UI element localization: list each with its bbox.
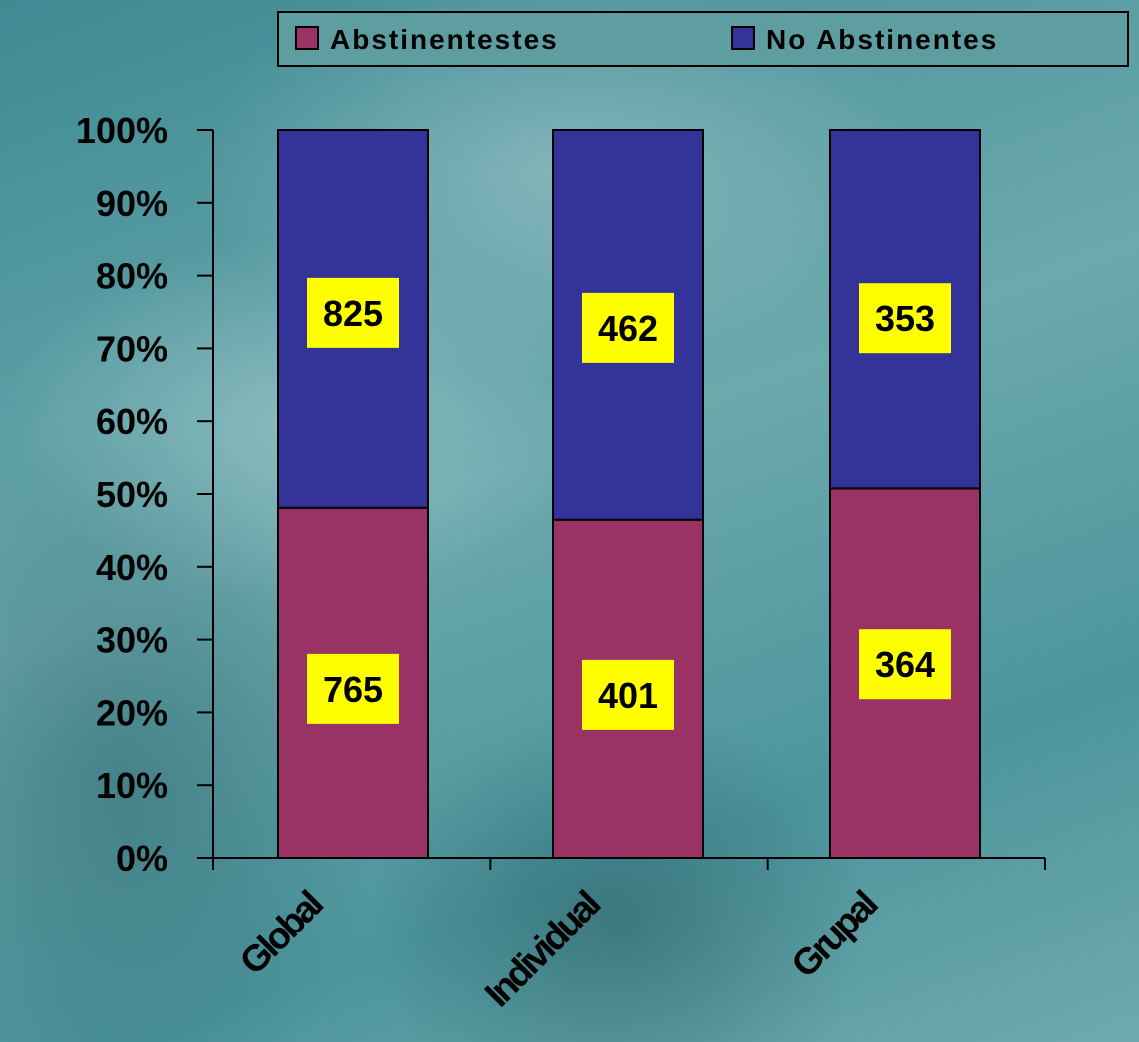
y-tick-label: 80% [96,256,168,297]
y-tick-label: 30% [96,620,168,661]
data-label-box [859,283,951,354]
data-label-box [307,277,399,348]
y-tick-label: 0% [116,838,168,879]
y-tick-label: 60% [96,401,168,442]
y-tick-label: 40% [96,547,168,588]
x-category-label: Individual [477,884,607,1014]
y-tick-label: 20% [96,692,168,733]
legend-label: No Abstinentes [766,24,998,55]
data-label: 401 [598,675,658,716]
plot-area: 0% 10% 20% 30% 40% 50% 60% 70% 80% 90% 100% 765 825 G… [76,110,1046,1015]
data-label-box [859,629,951,700]
data-label-box [582,292,674,363]
y-tick-label: 70% [96,328,168,369]
y-tick-label: 90% [96,183,168,224]
x-category-label: Grupal [783,884,884,985]
y-tick-label: 100% [76,110,168,151]
data-label: 765 [323,669,383,710]
legend-box [277,11,1129,67]
data-label: 462 [598,308,658,349]
legend-swatch [295,26,319,50]
legend-label: Abstinentestes [330,24,559,55]
x-category-label: Global [232,884,330,982]
legend: Abstinentestes No Abstinentes [277,11,1129,67]
y-tick-label: 10% [96,765,168,806]
data-label: 353 [875,298,935,339]
data-label-box [582,659,674,730]
y-tick-label: 50% [96,474,168,515]
legend-swatch [731,26,755,50]
data-label: 825 [323,293,383,334]
data-label: 364 [875,644,935,685]
data-label-box [307,653,399,724]
